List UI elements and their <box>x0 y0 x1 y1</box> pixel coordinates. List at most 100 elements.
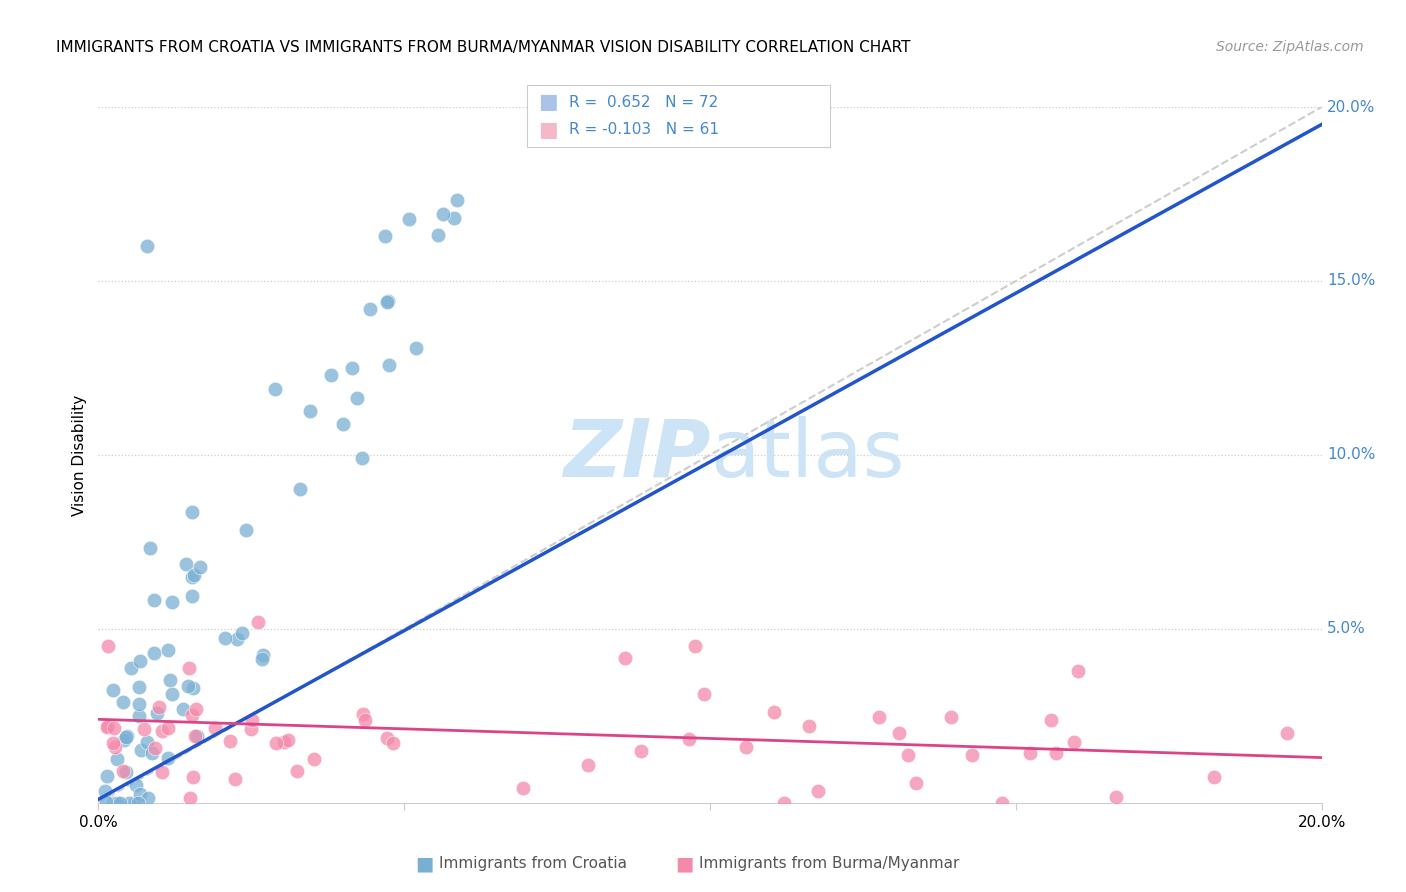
Point <box>1067 664 1090 678</box>
Point <box>104 739 127 754</box>
Point <box>101 735 124 749</box>
Text: Immigrants from Burma/Myanmar: Immigrants from Burma/Myanmar <box>699 856 959 871</box>
Text: ZIP: ZIP <box>562 416 710 494</box>
Point <box>904 775 927 789</box>
Point <box>179 790 201 805</box>
Point <box>346 391 368 405</box>
Point <box>735 739 758 754</box>
Point <box>374 228 396 243</box>
Point <box>321 368 343 382</box>
Point <box>143 646 166 660</box>
Point <box>150 723 173 738</box>
Point <box>112 764 135 779</box>
Point <box>304 752 326 766</box>
Point <box>138 541 160 556</box>
Point <box>124 779 146 793</box>
Text: Immigrants from Croatia: Immigrants from Croatia <box>439 856 627 871</box>
Point <box>246 615 269 629</box>
Point <box>128 697 150 711</box>
Point <box>101 796 124 810</box>
Point <box>118 796 141 810</box>
Point <box>143 592 166 607</box>
Point <box>148 699 170 714</box>
Point <box>183 567 205 582</box>
Point <box>683 639 706 653</box>
Point <box>991 796 1014 810</box>
Point <box>264 736 287 750</box>
Point <box>1019 746 1042 760</box>
Point <box>359 302 381 317</box>
Point <box>226 632 249 646</box>
Point <box>285 764 308 778</box>
Point <box>868 709 890 723</box>
Point <box>288 482 311 496</box>
Point <box>398 212 420 227</box>
Text: ■: ■ <box>675 854 693 873</box>
Point <box>377 731 399 745</box>
Point <box>1275 725 1298 739</box>
Point <box>1202 770 1225 784</box>
Point <box>340 361 363 376</box>
Point <box>150 765 173 780</box>
Point <box>224 772 246 787</box>
Point <box>443 211 465 226</box>
Point <box>762 705 785 719</box>
Text: IMMIGRANTS FROM CROATIA VS IMMIGRANTS FROM BURMA/MYANMAR VISION DISABILITY CORRE: IMMIGRANTS FROM CROATIA VS IMMIGRANTS FR… <box>56 40 911 55</box>
Point <box>174 558 197 572</box>
Point <box>352 707 374 722</box>
Point <box>1063 735 1085 749</box>
Point <box>264 382 287 396</box>
Point <box>214 632 236 646</box>
Point <box>941 710 963 724</box>
Point <box>426 227 449 242</box>
Text: 10.0%: 10.0% <box>1327 448 1375 462</box>
Point <box>107 796 129 810</box>
Point <box>240 713 263 727</box>
Point <box>180 589 202 603</box>
Point <box>115 765 138 780</box>
Point <box>186 730 208 744</box>
Text: Source: ZipAtlas.com: Source: ZipAtlas.com <box>1216 40 1364 54</box>
Point <box>138 791 160 805</box>
Point <box>96 769 118 783</box>
Point <box>162 688 184 702</box>
Point <box>235 524 257 538</box>
Point <box>176 679 198 693</box>
Point <box>252 648 274 662</box>
Point <box>184 702 207 716</box>
Point <box>432 207 454 221</box>
Text: ■: ■ <box>415 854 433 873</box>
Point <box>129 743 152 757</box>
Point <box>156 721 179 735</box>
Point <box>172 702 194 716</box>
Point <box>630 744 652 758</box>
Point <box>112 695 135 709</box>
Point <box>132 723 155 737</box>
Point <box>1045 747 1067 761</box>
Point <box>120 661 142 675</box>
Point <box>375 295 398 310</box>
Point <box>180 570 202 584</box>
Point <box>273 735 295 749</box>
Point <box>141 746 163 760</box>
Point <box>128 680 150 694</box>
Point <box>299 403 322 417</box>
Point <box>218 734 240 748</box>
Text: 5.0%: 5.0% <box>1327 622 1367 636</box>
Point <box>807 783 830 797</box>
Point <box>678 731 700 746</box>
Point <box>156 751 179 765</box>
Point <box>108 796 131 810</box>
Point <box>231 626 253 640</box>
Text: ■: ■ <box>538 92 558 112</box>
Point <box>103 721 125 735</box>
Point <box>181 505 204 519</box>
Point <box>204 721 226 735</box>
Point <box>129 654 152 668</box>
Point <box>96 720 118 734</box>
Point <box>127 796 149 810</box>
Point <box>181 681 204 695</box>
Point <box>377 294 399 309</box>
Point <box>897 747 920 762</box>
Point <box>405 341 427 355</box>
